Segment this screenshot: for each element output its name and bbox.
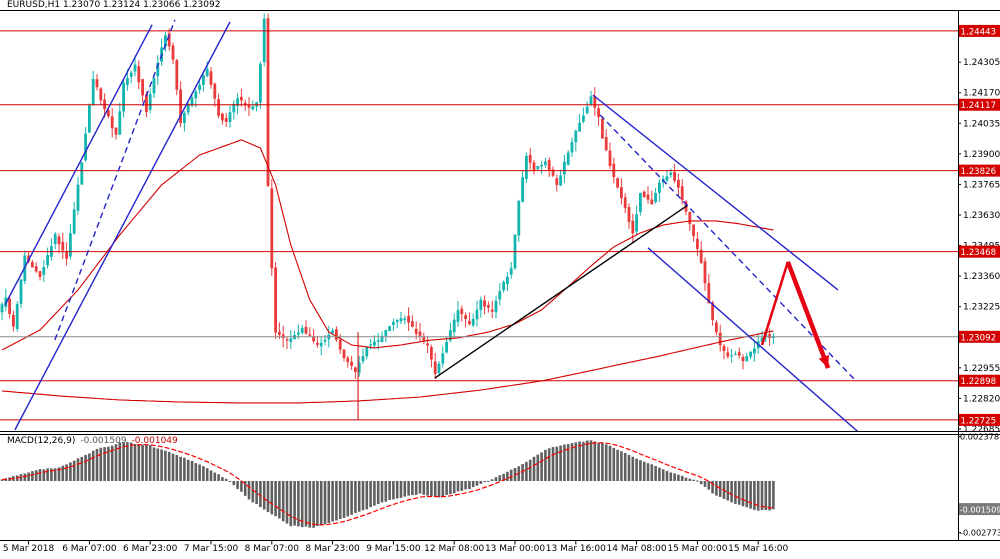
axis-flag [958,330,1000,343]
ma-fast [1,139,774,351]
macd-title: MACD(12,26,9) -0.001509 -0.001049 [7,436,178,446]
macd-axis-flag [958,503,1000,516]
time-axis-label: 14 Mar 08:00 [606,544,667,554]
macd-label: MACD(12,26,9) [7,436,76,446]
time-axis-label: 13 Mar 16:00 [545,544,606,554]
support-trendline-black[interactable] [434,204,689,379]
price-axis[interactable]: 1.24305 1.24170 1.24035 1.23900 1.23765 1.236… [958,24,1000,538]
axis-flag [958,413,1000,426]
candles-layer [0,13,775,380]
panel-borders [0,10,1000,541]
macd-axis-flag-text: -0.001509 [960,505,1000,515]
descending-channel-upper[interactable] [592,94,839,291]
axis-flag-text: 1.23826 [961,167,997,177]
descending-channel-lower[interactable] [647,247,859,432]
axis-flag-text: 1.22725 [961,416,997,426]
axis-flag-text: 1.22898 [961,377,997,387]
ma-slow [1,330,774,404]
time-axis-label: 12 Mar 08:00 [424,544,485,554]
ma-lines [1,139,774,404]
ascending-channel-lower[interactable] [14,21,231,431]
time-axis-label: 8 Mar 23:00 [305,544,360,554]
time-axis-label: 6 Mar 07:00 [62,544,117,554]
time-axis-label: 8 Mar 07:00 [244,544,299,554]
time-ticks [28,541,759,545]
time-axis-label: 13 Mar 00:00 [484,544,546,554]
time-axis-label: 15 Mar 16:00 [728,544,789,554]
price-axis-label: 1.24035 [963,119,1000,129]
time-axis-label: 9 Mar 15:00 [366,544,421,554]
chart-title: EURUSD,H1 1.23070 1.23124 1.23066 1.2309… [7,0,220,10]
axis-flag [958,164,1000,177]
price-axis-label: 1.22955 [963,364,1000,374]
time-axis-label: 6 Mar 23:00 [123,544,178,554]
price-axis-label: 1.23360 [963,272,1000,282]
macd-value-main: -0.001509 [80,436,127,446]
macd-axis-label: 0.002378 [960,432,999,442]
axis-flag [958,374,1000,387]
axis-flag-text: 1.24117 [961,101,997,111]
macd-axis-label: -0.002773 [960,528,1000,538]
price-axis-label: 1.23225 [963,303,1000,313]
axis-flag [958,245,1000,258]
axis-flag-text: 1.24443 [961,27,997,37]
price-axis-label: 1.23630 [963,211,1000,221]
trendlines[interactable] [4,19,859,432]
time-axis[interactable]: 5 Mar 2018 6 Mar 07:00 6 Mar 23:00 7 Mar… [0,544,958,558]
axis-flag [958,24,1000,37]
price-axis-label: 1.24305 [963,58,1000,68]
time-axis-label: 15 Mar 00:00 [667,544,728,554]
macd-signal-line [1,442,774,526]
price-axis-label: 1.22685 [963,425,1000,435]
price-axis-label: 1.24170 [963,89,1000,99]
price-axis-label: 1.23900 [963,150,1000,160]
trend-arrow[interactable] [760,261,831,369]
time-axis-label: 5 Mar 2018 [2,544,55,554]
descending-dashed[interactable] [599,114,856,381]
ascending-channel-upper[interactable] [4,24,153,306]
time-axis-label: 7 Mar 15:00 [183,544,239,554]
horizontal-levels [0,30,958,421]
axis-flag-text: 1.23092 [961,333,997,343]
chart-title-text: EURUSD,H1 1.23070 1.23124 1.23066 1.2309… [7,0,221,10]
price-axis-label: 1.23765 [963,180,1000,190]
macd-histogram [0,440,775,528]
axis-flag [958,98,1000,111]
axis-flag-text: 1.23468 [961,248,997,258]
ascending-dashed[interactable] [54,19,176,341]
macd-value-signal: -0.001049 [131,436,178,446]
price-axis-label: 1.22820 [963,394,1000,404]
